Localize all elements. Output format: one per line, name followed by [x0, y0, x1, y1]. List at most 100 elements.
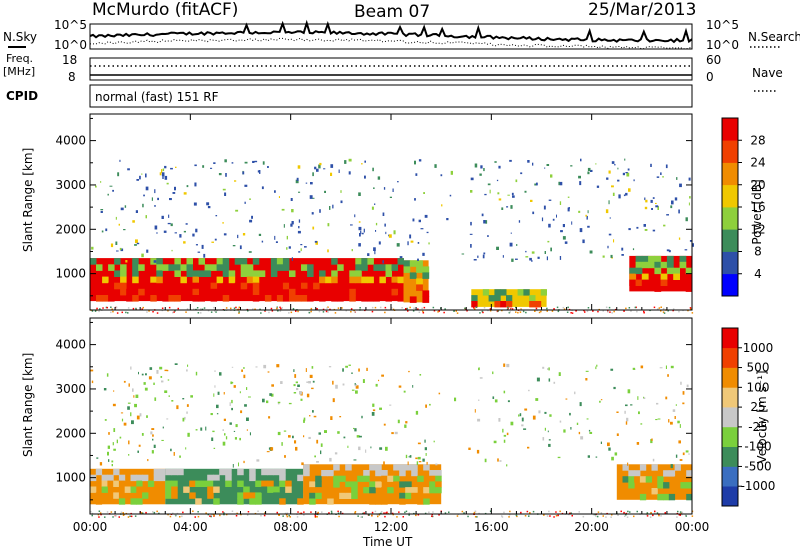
colorbar-tick-label: 25 [750, 400, 765, 414]
echo [544, 427, 546, 431]
echo [277, 401, 281, 404]
echo [378, 241, 381, 245]
echo [294, 374, 297, 378]
cell [331, 258, 338, 265]
echo [123, 380, 126, 383]
freq-tick-low: 8 [68, 70, 76, 84]
cell [289, 295, 296, 302]
cell [295, 295, 302, 302]
cell [210, 264, 218, 271]
cell [629, 279, 637, 286]
speckle [584, 311, 586, 313]
speckle [535, 307, 538, 310]
velocity-colorbar-label: Velocity [m s⁻¹] [755, 370, 769, 464]
echo [586, 215, 588, 220]
speckle [437, 311, 439, 313]
cell [213, 474, 220, 482]
speckle [515, 311, 517, 313]
echo [222, 222, 224, 224]
speckle [608, 306, 611, 309]
cell [183, 486, 190, 493]
speckle [506, 308, 509, 311]
speckle [316, 308, 318, 310]
speckle [508, 514, 511, 516]
echo [602, 255, 605, 258]
echo [679, 183, 682, 188]
speckle [327, 311, 329, 313]
echo [389, 404, 392, 406]
speckle [553, 308, 555, 310]
cell [222, 270, 230, 277]
cell [660, 261, 668, 269]
echo [224, 159, 227, 163]
speckle [210, 515, 212, 518]
cell [303, 487, 310, 494]
echo [246, 429, 248, 431]
cell [666, 267, 674, 275]
speckle [489, 308, 492, 310]
cell [373, 288, 380, 296]
echo [510, 232, 512, 234]
speckle [569, 512, 571, 515]
cell [171, 468, 178, 476]
echo [441, 204, 443, 207]
echo [564, 241, 568, 244]
echo [637, 396, 639, 400]
cell [523, 289, 530, 296]
echo [614, 164, 616, 166]
echo [655, 205, 659, 208]
speckle [509, 510, 511, 513]
echo [496, 246, 499, 250]
echo [668, 419, 670, 423]
echo [567, 196, 570, 198]
echo [531, 251, 535, 254]
speckle [466, 310, 468, 312]
speckle [677, 510, 679, 513]
echo [246, 417, 249, 421]
echo [650, 199, 653, 203]
speckle [271, 310, 274, 312]
speckle [421, 307, 423, 310]
echo [678, 237, 681, 240]
speckle [132, 307, 135, 310]
echo [234, 437, 237, 440]
cell [219, 468, 226, 476]
colorbar-swatch [722, 407, 738, 428]
nave-label: Nave [752, 66, 783, 80]
speckle [643, 312, 645, 314]
cell [674, 476, 681, 483]
echo [665, 396, 668, 400]
echo [175, 166, 177, 168]
echo [589, 431, 593, 434]
cell [90, 258, 97, 265]
echo [233, 385, 236, 388]
speckle [91, 514, 93, 517]
echo [358, 221, 361, 223]
echo [548, 378, 551, 382]
echo [585, 214, 587, 217]
speckle [626, 516, 629, 518]
speckle [230, 307, 232, 310]
echo [153, 260, 157, 263]
cell [660, 273, 668, 280]
colorbar-swatch [722, 207, 738, 230]
echo [197, 251, 201, 253]
echo [562, 236, 566, 240]
cell [114, 282, 121, 290]
speckle [453, 310, 455, 312]
cell [162, 288, 169, 296]
echo [485, 220, 488, 224]
echo [409, 234, 412, 239]
echo [112, 189, 114, 192]
echo [569, 412, 571, 416]
speckle [570, 312, 572, 314]
speckle [380, 512, 382, 515]
speckle [174, 514, 177, 516]
speckle [174, 310, 176, 312]
speckle [127, 307, 130, 309]
echo [238, 462, 239, 467]
speckle [134, 515, 137, 517]
cell [118, 480, 126, 487]
cell [361, 276, 368, 284]
echo [222, 188, 226, 191]
